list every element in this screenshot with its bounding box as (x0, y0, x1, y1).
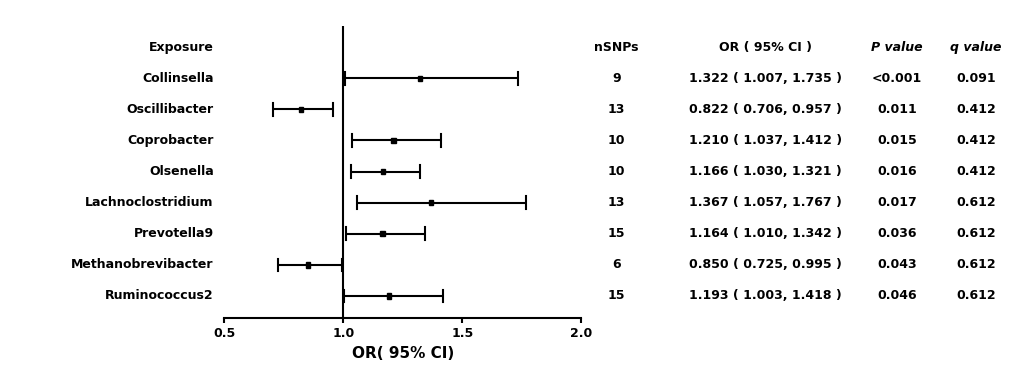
Text: 6: 6 (611, 258, 621, 271)
Text: Prevotella9: Prevotella9 (133, 227, 214, 240)
Text: 0.016: 0.016 (876, 165, 916, 178)
Text: Oscillibacter: Oscillibacter (126, 103, 214, 116)
Text: 0.412: 0.412 (956, 165, 995, 178)
Text: 0.612: 0.612 (956, 227, 995, 240)
X-axis label: OR( 95% CI): OR( 95% CI) (352, 346, 453, 361)
Bar (418, 76, 422, 81)
Text: 0.850 ( 0.725, 0.995 ): 0.850 ( 0.725, 0.995 ) (689, 258, 842, 271)
Text: 9: 9 (611, 72, 621, 85)
Text: 0.043: 0.043 (876, 258, 916, 271)
Bar (391, 138, 395, 143)
Text: 1.210 ( 1.037, 1.412 ): 1.210 ( 1.037, 1.412 ) (689, 134, 842, 147)
Text: 1.164 ( 1.010, 1.342 ): 1.164 ( 1.010, 1.342 ) (689, 227, 842, 240)
Bar (428, 200, 432, 205)
Text: OR ( 95% CI ): OR ( 95% CI ) (718, 41, 811, 54)
Text: Collinsella: Collinsella (142, 72, 214, 85)
Bar (380, 169, 385, 174)
Text: 0.612: 0.612 (956, 258, 995, 271)
Text: 0.412: 0.412 (956, 134, 995, 147)
Text: <0.001: <0.001 (871, 72, 921, 85)
Bar (306, 262, 310, 268)
Text: 1.166 ( 1.030, 1.321 ): 1.166 ( 1.030, 1.321 ) (689, 165, 841, 178)
Text: Coprobacter: Coprobacter (127, 134, 214, 147)
Text: 0.011: 0.011 (876, 103, 916, 116)
Text: Methanobrevibacter: Methanobrevibacter (71, 258, 214, 271)
Text: 15: 15 (607, 289, 625, 302)
Text: P value: P value (870, 41, 922, 54)
Text: 0.412: 0.412 (956, 103, 995, 116)
Text: 13: 13 (607, 196, 625, 209)
Text: 0.612: 0.612 (956, 196, 995, 209)
Text: 1.367 ( 1.057, 1.767 ): 1.367 ( 1.057, 1.767 ) (689, 196, 842, 209)
Text: nSNPs: nSNPs (594, 41, 638, 54)
Text: 0.046: 0.046 (876, 289, 916, 302)
Text: 0.822 ( 0.706, 0.957 ): 0.822 ( 0.706, 0.957 ) (689, 103, 842, 116)
Text: q value: q value (950, 41, 1001, 54)
Text: 0.091: 0.091 (956, 72, 995, 85)
Text: 1.322 ( 1.007, 1.735 ): 1.322 ( 1.007, 1.735 ) (689, 72, 842, 85)
Text: Exposure: Exposure (149, 41, 214, 54)
Text: 10: 10 (607, 165, 625, 178)
Text: 15: 15 (607, 227, 625, 240)
Text: 13: 13 (607, 103, 625, 116)
Bar (387, 293, 391, 299)
Bar (380, 231, 384, 237)
Text: 0.612: 0.612 (956, 289, 995, 302)
Text: 0.017: 0.017 (876, 196, 916, 209)
Bar (299, 107, 303, 112)
Text: Lachnoclostridium: Lachnoclostridium (86, 196, 214, 209)
Text: 0.036: 0.036 (876, 227, 916, 240)
Text: Olsenella: Olsenella (149, 165, 214, 178)
Text: Ruminococcus2: Ruminococcus2 (105, 289, 214, 302)
Text: 10: 10 (607, 134, 625, 147)
Text: 0.015: 0.015 (876, 134, 916, 147)
Text: 1.193 ( 1.003, 1.418 ): 1.193 ( 1.003, 1.418 ) (689, 289, 841, 302)
